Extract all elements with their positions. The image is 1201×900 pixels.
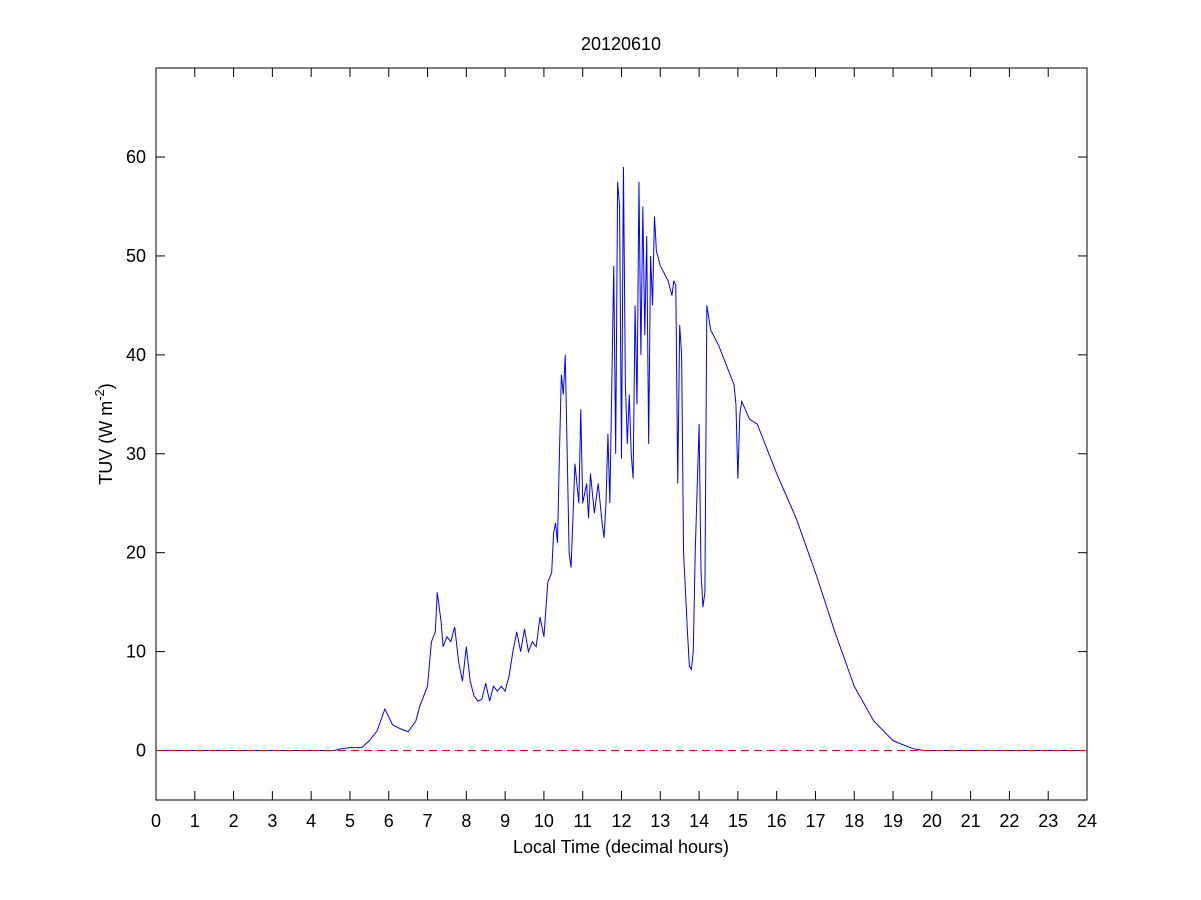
x-tick-label: 10	[534, 811, 554, 831]
y-tick-label: 0	[136, 741, 146, 761]
x-tick-label: 19	[883, 811, 903, 831]
x-tick-label: 22	[999, 811, 1019, 831]
y-label-sup: -2	[92, 389, 107, 401]
x-tick-label: 9	[500, 811, 510, 831]
x-tick-label: 2	[229, 811, 239, 831]
y-label-part: TUV (W m	[96, 401, 116, 485]
x-tick-label: 21	[961, 811, 981, 831]
x-tick-label: 3	[267, 811, 277, 831]
x-tick-label: 12	[611, 811, 631, 831]
chart-title: 20120610	[581, 34, 661, 54]
y-tick-label: 20	[126, 543, 146, 563]
x-tick-label: 15	[728, 811, 748, 831]
y-tick-label: 30	[126, 444, 146, 464]
x-tick-label: 18	[844, 811, 864, 831]
x-tick-label: 5	[345, 811, 355, 831]
x-tick-label: 7	[423, 811, 433, 831]
x-tick-label: 11	[573, 811, 592, 831]
x-tick-label: 20	[922, 811, 942, 831]
y-axis-label: TUV (W m-2)	[92, 383, 116, 485]
y-label-part: )	[96, 383, 116, 389]
x-tick-label: 17	[805, 811, 825, 831]
x-tick-label: 8	[461, 811, 471, 831]
x-tick-label: 23	[1038, 811, 1058, 831]
y-tick-label: 10	[126, 642, 146, 662]
data-line	[156, 166, 1087, 752]
x-tick-label: 1	[190, 811, 200, 831]
x-tick-label: 4	[306, 811, 316, 831]
y-tick-label: 60	[126, 147, 146, 167]
x-tick-label: 16	[767, 811, 787, 831]
y-tick-label: 40	[126, 345, 146, 365]
x-axis-label: Local Time (decimal hours)	[513, 837, 729, 857]
y-tick-label: 50	[126, 246, 146, 266]
x-tick-label: 6	[384, 811, 394, 831]
x-tick-label: 0	[151, 811, 161, 831]
x-tick-label: 13	[650, 811, 670, 831]
x-tick-label: 14	[689, 811, 709, 831]
x-tick-label: 24	[1077, 811, 1097, 831]
